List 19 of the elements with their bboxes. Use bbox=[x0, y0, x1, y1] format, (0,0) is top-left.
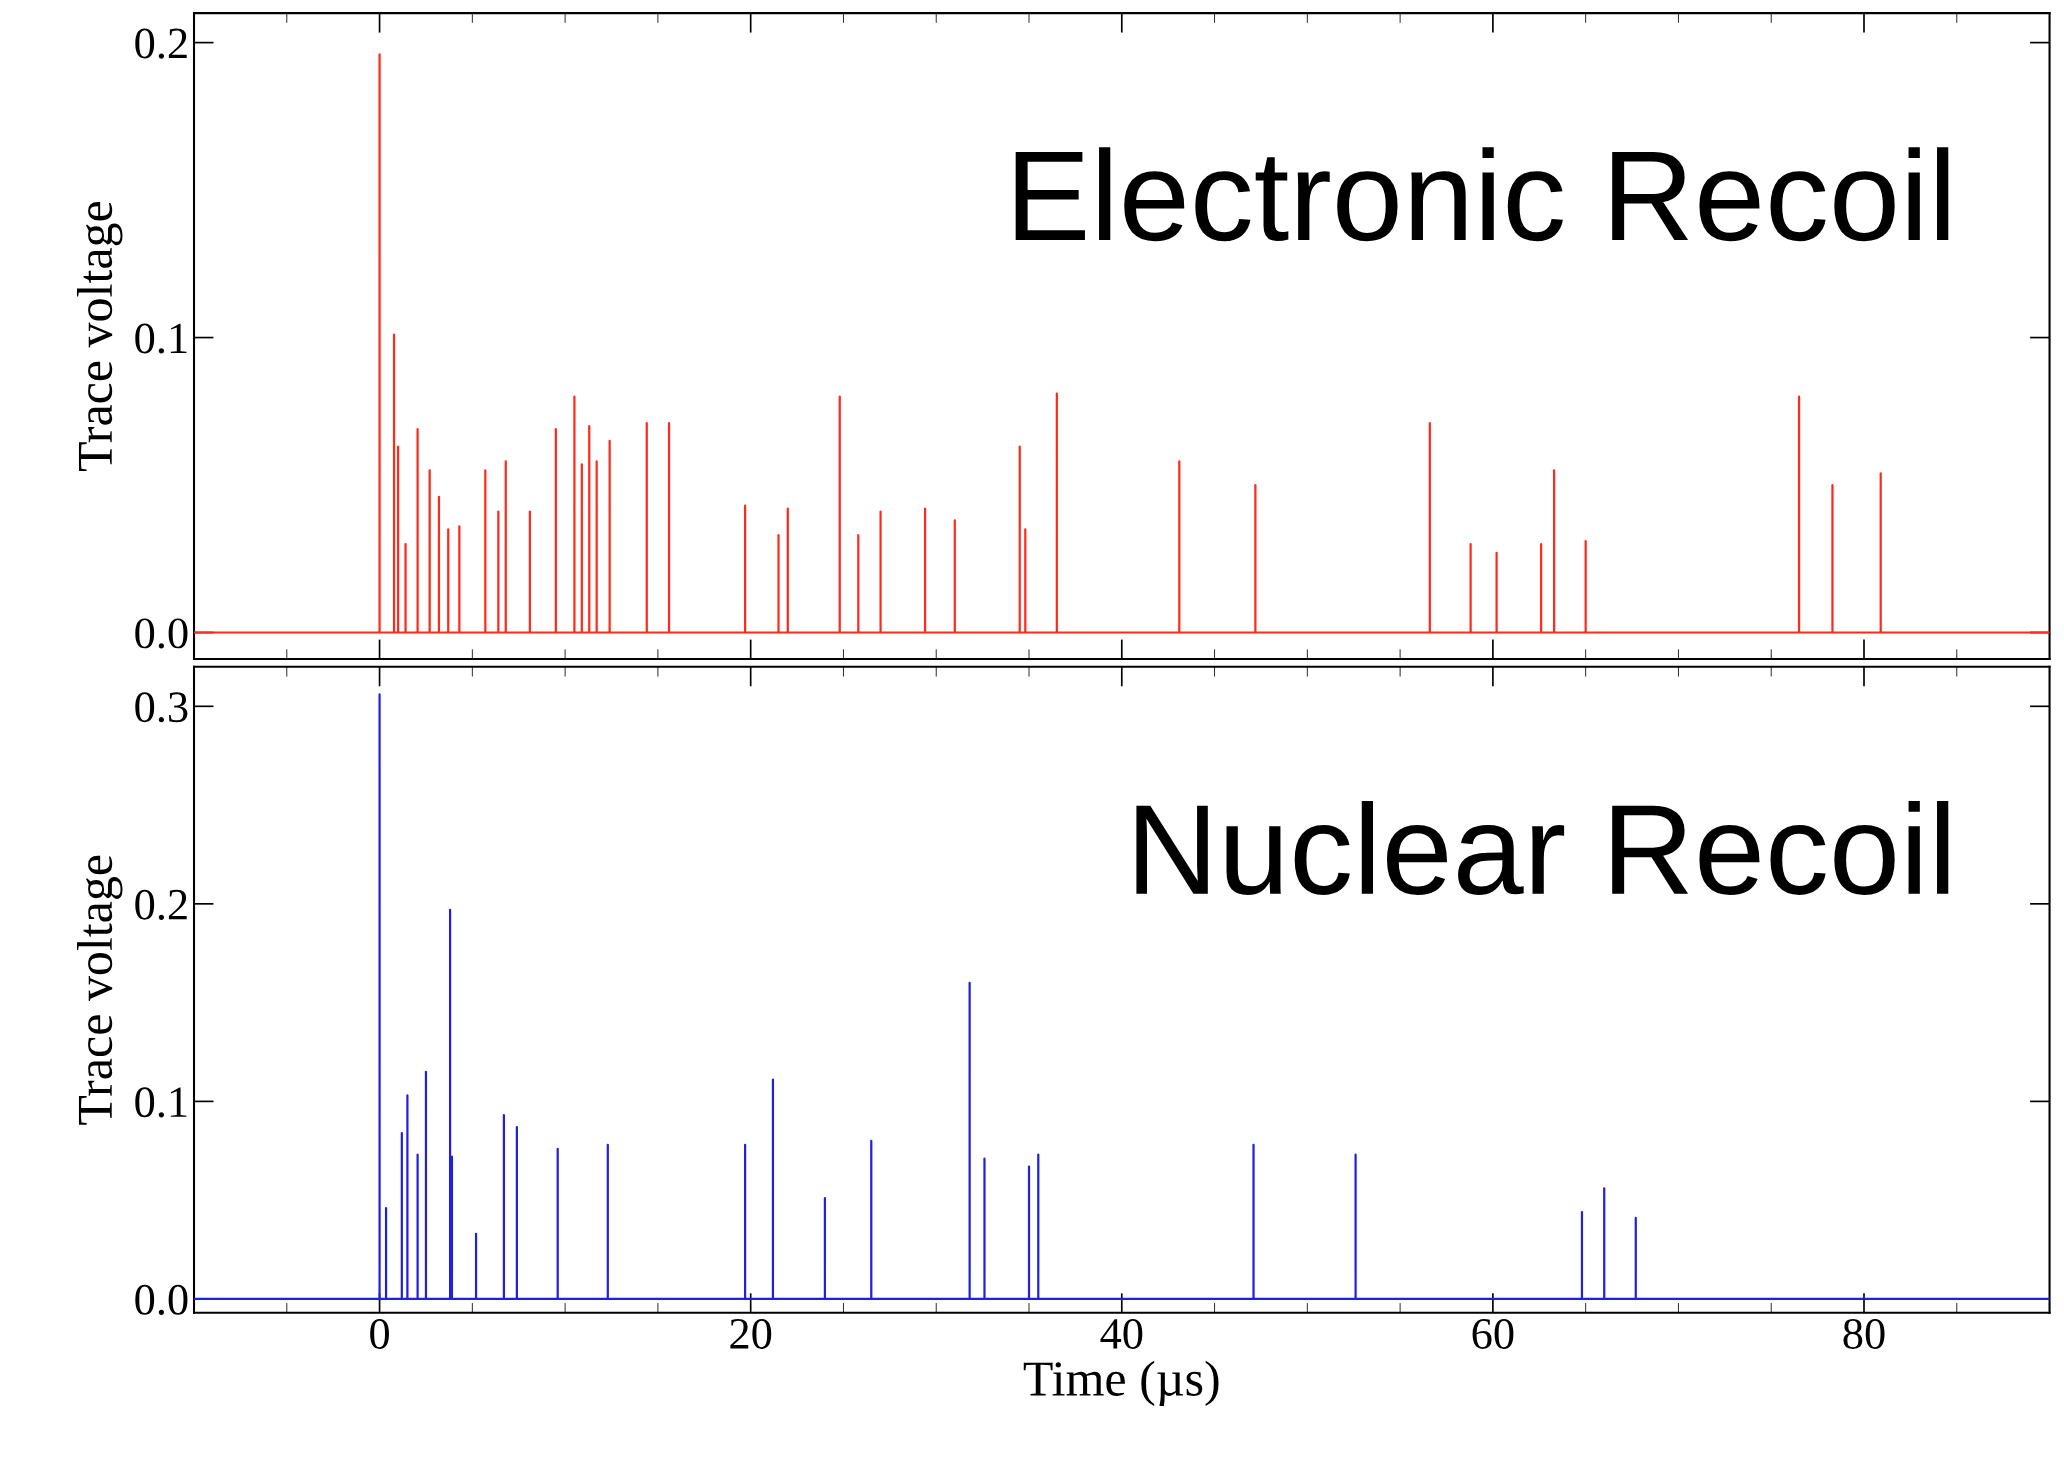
y-tick-label: 0.3 bbox=[135, 692, 188, 723]
y-axis-title: Trace voltage bbox=[77, 855, 123, 1125]
x-tick-label: 20 bbox=[730, 1318, 772, 1349]
line-series bbox=[194, 693, 2050, 1301]
x-tick-label: 0 bbox=[370, 1318, 389, 1349]
y-tick-label: 0.2 bbox=[135, 28, 187, 59]
y-tick-label: 0.2 bbox=[135, 889, 187, 920]
annotation: Nuclear Recoil bbox=[1136, 801, 1949, 895]
y-axis-title: Trace voltage bbox=[77, 201, 123, 472]
y-tick-label: 0.0 bbox=[135, 1284, 188, 1315]
y-tick-label: 0.1 bbox=[135, 1087, 187, 1118]
line-series bbox=[194, 53, 2050, 634]
x-tick-label: 80 bbox=[1843, 1318, 1885, 1349]
x-axis-title: Time (µs) bbox=[1023, 1360, 1219, 1407]
x-tick-label: 40 bbox=[1100, 1318, 1143, 1349]
x-tick-label: 60 bbox=[1472, 1318, 1514, 1349]
y-tick-label: 0.0 bbox=[135, 618, 188, 649]
y-tick-label: 0.1 bbox=[135, 323, 187, 354]
annotation: Electronic Recoil bbox=[1015, 147, 1949, 242]
